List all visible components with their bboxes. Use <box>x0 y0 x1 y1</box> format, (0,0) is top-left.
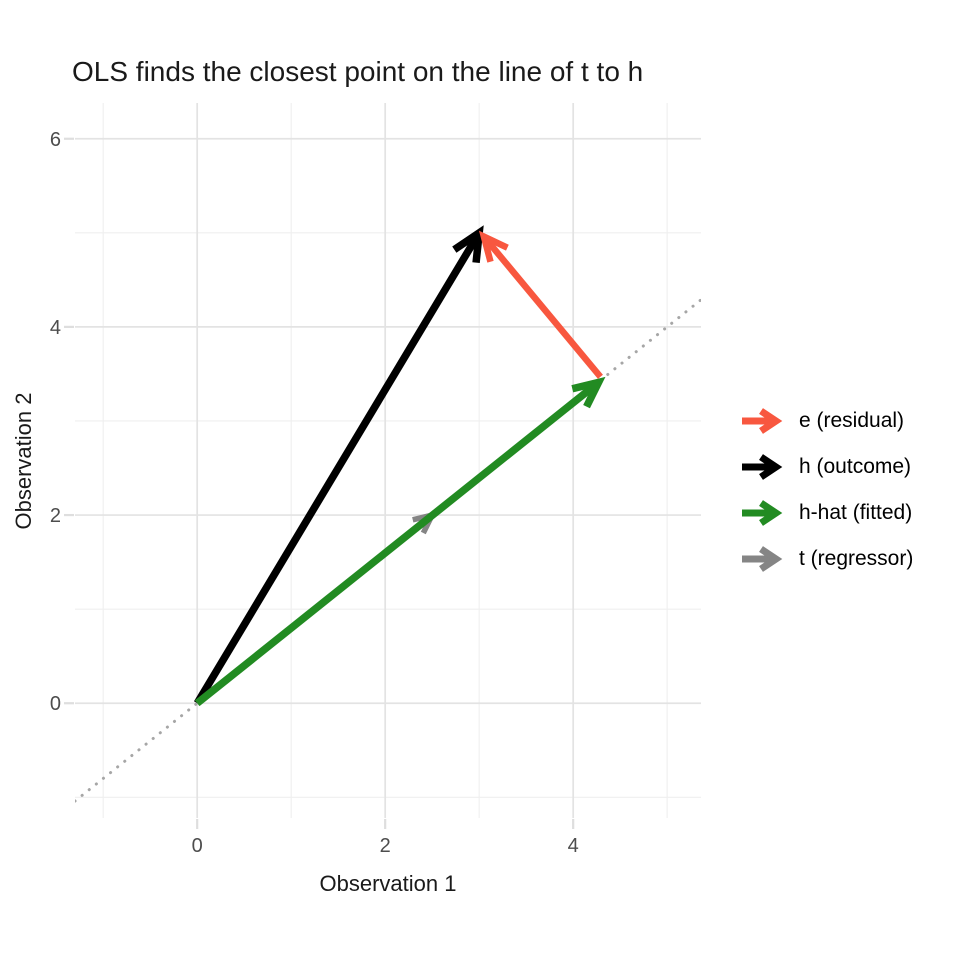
vector-h <box>193 230 483 706</box>
legend-label: h-hat (fitted) <box>799 501 913 524</box>
legend-label: t (regressor) <box>799 547 914 570</box>
legend-arrow-icon <box>742 546 783 572</box>
vector-e <box>481 234 603 379</box>
legend-label: h (outcome) <box>799 455 912 478</box>
vector-h-head <box>452 225 484 264</box>
legend-item-h-outcome: h (outcome) <box>739 444 913 490</box>
x-tick-label: 2 <box>380 835 391 857</box>
x-tick-label: 0 <box>192 835 203 857</box>
x-axis-title: Observation 1 <box>319 871 457 896</box>
legend-item-h-hat-fitted: h-hat (fitted) <box>739 490 913 536</box>
vector-e-head <box>478 230 509 263</box>
y-tick-label: 2 <box>50 505 61 527</box>
legend-item-t-regressor: t (regressor) <box>739 536 913 582</box>
legend-arrow-icon <box>742 454 783 480</box>
plot-title: OLS finds the closest point on the line … <box>72 56 644 87</box>
legend-label: e (residual) <box>799 409 905 432</box>
legend-item-e-residual: e (residual) <box>739 398 913 444</box>
vector-h-hat <box>194 379 601 707</box>
vector-h-hat-head <box>571 376 606 409</box>
y-axis-title: Observation 2 <box>11 392 36 530</box>
y-tick-label: 4 <box>50 317 61 339</box>
x-tick-label: 4 <box>568 835 579 857</box>
legend-arrow-icon <box>742 500 783 526</box>
legend-arrow-icon <box>742 408 783 434</box>
legend: e (residual) h (outcome) h-hat (fitted) t (… <box>739 398 913 582</box>
y-tick-label: 6 <box>50 129 61 151</box>
y-tick-label: 0 <box>50 693 61 715</box>
